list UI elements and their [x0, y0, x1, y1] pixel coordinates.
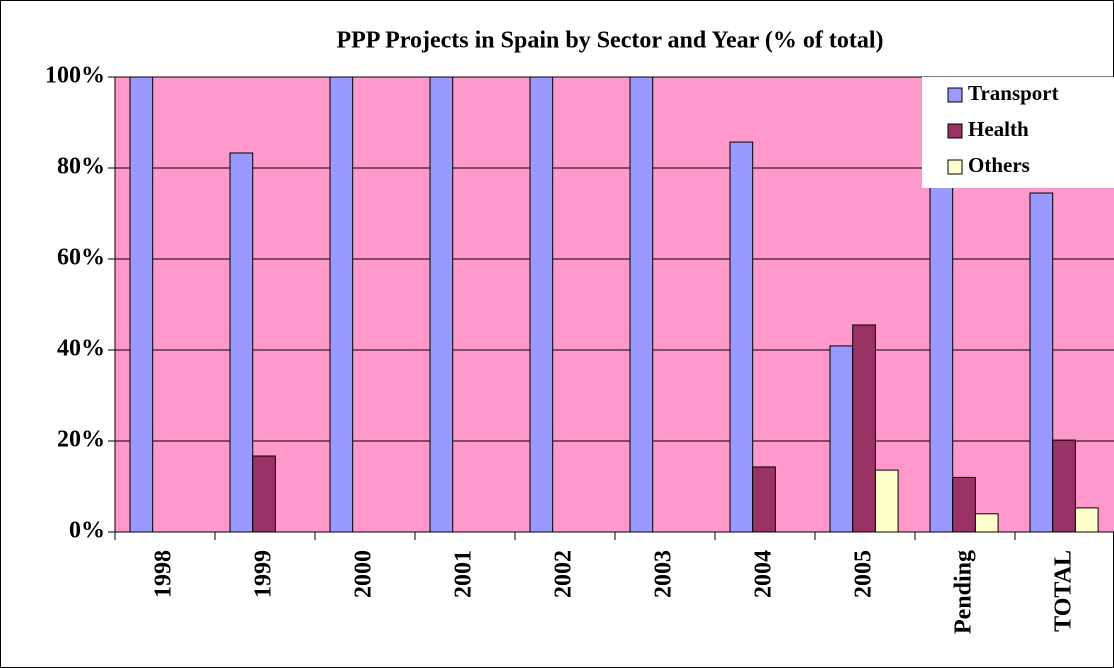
legend-label: Others [968, 153, 1030, 177]
legend-swatch [947, 123, 963, 139]
x-tick-label: 2000 [351, 550, 377, 598]
bar [629, 76, 654, 533]
bar [852, 324, 876, 533]
bar [1052, 439, 1076, 533]
bar [252, 455, 276, 533]
bar [1074, 507, 1099, 533]
bar [974, 513, 999, 533]
x-tick-label: 2001 [451, 550, 477, 598]
legend-swatch [947, 159, 963, 175]
bar [329, 76, 354, 533]
bar [752, 466, 776, 533]
bar [929, 149, 954, 533]
bar [952, 476, 976, 533]
chart-title: PPP Projects in Spain by Sector and Year… [336, 28, 883, 54]
y-tick-label: 40% [57, 336, 105, 362]
bar [829, 345, 854, 533]
legend-label: Health [968, 117, 1029, 141]
x-tick-label: 2004 [751, 550, 777, 598]
bar [874, 469, 899, 533]
x-tick-label: 2005 [851, 550, 877, 598]
x-tick-label: 1998 [151, 550, 177, 598]
x-tick-label: TOTAL [1051, 550, 1077, 632]
x-tick-label: Pending [951, 550, 977, 634]
y-tick-label: 100% [45, 63, 105, 89]
bar [529, 76, 554, 533]
bar [229, 152, 254, 533]
y-tick-label: 20% [57, 427, 105, 453]
legend-label: Transport [968, 81, 1059, 105]
bar [129, 76, 154, 533]
x-tick-label: 1999 [251, 550, 277, 598]
y-tick-label: 0% [69, 518, 105, 544]
y-tick-label: 80% [57, 154, 105, 180]
bar [1029, 192, 1054, 533]
x-tick-label: 2003 [651, 550, 677, 598]
x-tick-label: 2002 [551, 550, 577, 598]
bar [429, 76, 454, 533]
bar [729, 141, 754, 533]
y-tick-label: 60% [57, 245, 105, 271]
legend-swatch [947, 87, 963, 103]
